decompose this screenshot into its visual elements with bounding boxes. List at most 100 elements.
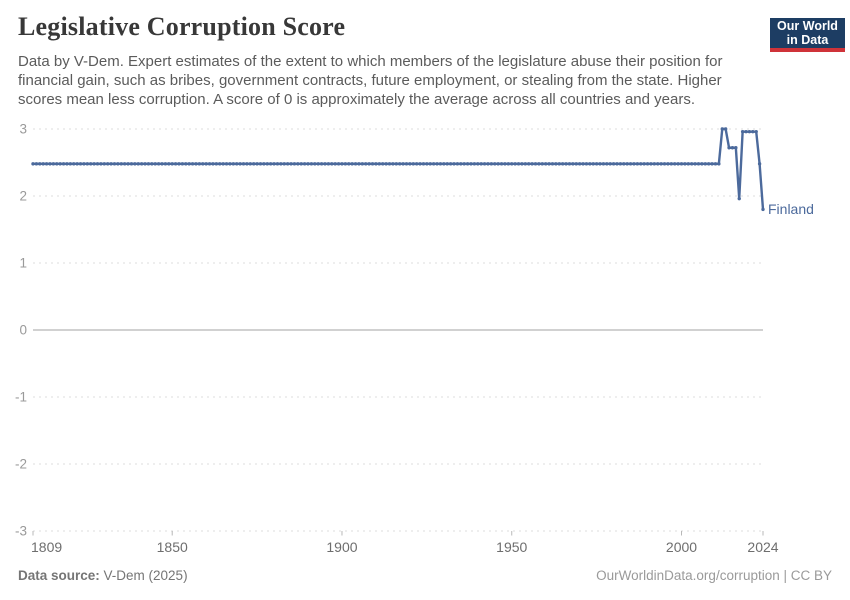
data-point	[190, 162, 195, 166]
data-point	[513, 162, 517, 166]
data-point	[48, 162, 52, 166]
data-point	[197, 162, 202, 166]
data-point	[628, 162, 633, 166]
data-point	[486, 162, 490, 166]
data-point	[499, 162, 504, 166]
data-point	[374, 162, 378, 166]
data-point	[703, 162, 707, 166]
data-point	[221, 162, 225, 166]
data-point	[632, 162, 636, 166]
chart-title: Legislative Corruption Score	[18, 12, 346, 41]
data-point	[459, 162, 463, 166]
data-point	[418, 162, 422, 166]
data-point	[533, 162, 538, 166]
data-point	[598, 162, 602, 166]
data-point	[438, 162, 443, 166]
data-point	[68, 162, 73, 166]
data-point	[744, 129, 748, 134]
data-point	[737, 196, 741, 201]
data-point	[245, 162, 249, 166]
data-source-value: V-Dem (2025)	[99, 568, 188, 583]
data-point	[747, 129, 752, 134]
data-point	[336, 162, 341, 166]
data-point	[601, 162, 606, 166]
data-point	[710, 162, 714, 166]
data-point	[588, 162, 592, 166]
data-point	[350, 162, 354, 166]
data-point	[201, 162, 205, 166]
data-point	[109, 162, 113, 166]
data-point	[333, 162, 337, 166]
data-point	[398, 162, 402, 166]
data-point	[381, 162, 385, 166]
data-point	[662, 162, 667, 166]
data-point	[357, 162, 361, 166]
data-point	[330, 162, 334, 166]
data-point	[224, 162, 229, 166]
data-point	[41, 162, 45, 166]
data-point	[184, 162, 188, 166]
data-point	[204, 162, 208, 166]
data-point	[435, 162, 439, 166]
data-point	[150, 162, 154, 166]
data-point	[645, 162, 650, 166]
data-point	[730, 146, 735, 150]
data-point	[296, 162, 300, 166]
data-point	[717, 162, 721, 166]
data-point	[146, 162, 151, 166]
data-point	[238, 162, 242, 166]
data-point	[218, 162, 222, 166]
data-point	[496, 162, 500, 166]
data-point	[557, 162, 561, 166]
data-point	[377, 162, 382, 166]
data-point	[309, 162, 314, 166]
data-point	[690, 162, 694, 166]
data-point	[625, 162, 629, 166]
entity-label: Finland	[768, 201, 814, 217]
data-point	[61, 162, 66, 166]
data-point	[666, 162, 670, 166]
data-point	[106, 162, 110, 166]
data-point	[544, 162, 548, 166]
data-point	[639, 162, 643, 166]
data-point	[306, 162, 310, 166]
data-point	[479, 162, 483, 166]
data-point	[679, 162, 684, 166]
data-point	[126, 162, 130, 166]
data-point	[516, 162, 521, 166]
data-point	[472, 162, 477, 166]
data-point	[31, 162, 35, 166]
data-point	[95, 162, 100, 166]
data-point	[34, 162, 39, 166]
data-point	[343, 162, 348, 166]
data-point	[622, 162, 626, 166]
data-point	[530, 162, 534, 166]
data-point	[740, 129, 745, 134]
data-point	[136, 162, 140, 166]
data-point	[143, 162, 147, 166]
data-point	[228, 162, 232, 166]
data-point	[122, 162, 127, 166]
data-point	[248, 162, 252, 166]
data-point	[723, 127, 728, 131]
data-point	[506, 162, 511, 166]
data-point	[584, 162, 589, 166]
data-point	[347, 162, 351, 166]
data-point	[119, 162, 123, 166]
data-point	[160, 162, 164, 166]
data-point	[713, 162, 718, 166]
owid-logo-line2: in Data	[786, 33, 829, 47]
data-point	[540, 162, 544, 166]
data-point	[404, 162, 409, 166]
data-point	[163, 162, 168, 166]
data-point	[611, 162, 616, 166]
data-point	[231, 162, 236, 166]
data-point	[751, 129, 755, 134]
data-point	[700, 162, 704, 166]
owid-logo[interactable]: Our World in Data	[770, 18, 845, 52]
data-point	[462, 162, 466, 166]
data-point	[289, 162, 293, 166]
license-link[interactable]: OurWorldinData.org/corruption | CC BY	[596, 568, 832, 583]
